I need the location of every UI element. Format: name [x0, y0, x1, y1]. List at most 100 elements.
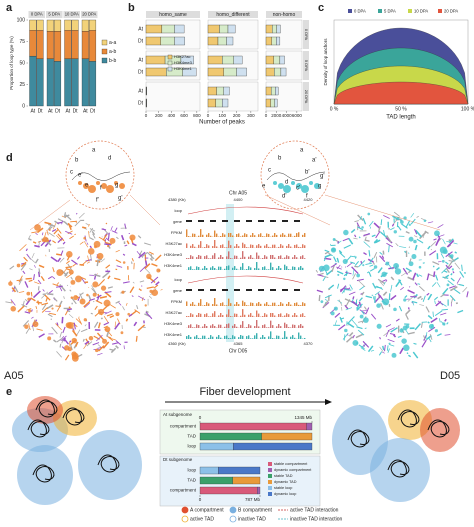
- anchor-dot: [100, 285, 107, 291]
- chromatin-segment: [350, 261, 356, 265]
- chromatin-segment: [343, 272, 349, 277]
- coord-label: 4400: [234, 197, 244, 202]
- x-tick-label: At: [65, 108, 70, 114]
- signal: [296, 244, 298, 248]
- anchor-dot: [86, 293, 89, 297]
- legend-swatch: [101, 57, 108, 64]
- chromatin-segment: [440, 253, 445, 259]
- signal: [294, 313, 296, 317]
- chromatin-segment: [83, 300, 91, 308]
- chromatin-segment: [131, 258, 134, 262]
- chromatin-segment: [94, 273, 101, 278]
- anchor-dot: [342, 258, 348, 264]
- signal: [232, 267, 234, 270]
- strip: [303, 82, 309, 111]
- chromatin-segment: [436, 266, 440, 271]
- arrow-title: Fiber development: [199, 386, 290, 398]
- key-icon: [181, 506, 189, 514]
- anchor-dot: [87, 248, 95, 255]
- anchor-dot: [104, 326, 111, 333]
- chromatin-segment: [77, 256, 81, 260]
- bar-segment: [215, 98, 223, 108]
- anchor-dot: [73, 295, 79, 301]
- chromatin-segment: [412, 272, 417, 280]
- chromatin-segment: [382, 351, 385, 354]
- signal: [240, 236, 242, 237]
- chromatin-segment: [96, 334, 103, 342]
- bar-segment: [81, 19, 89, 32]
- group-label: 5 DPA: [48, 12, 60, 17]
- coord-label: 4380 (Kb): [168, 197, 186, 202]
- chromatin-segment: [356, 222, 361, 229]
- signal: [304, 337, 306, 339]
- gene: [210, 289, 216, 291]
- chromatin-segment: [131, 295, 134, 297]
- chromatin-segment: [416, 215, 419, 218]
- chromatin-segment: [407, 294, 416, 302]
- chromatin-segment: [417, 295, 422, 300]
- track-label: H3K4me3: [164, 321, 183, 326]
- chromatin-segment: [103, 325, 108, 329]
- chromatin-segment: [150, 253, 153, 261]
- signal: [262, 257, 264, 259]
- signal: [256, 252, 258, 259]
- signal: [238, 233, 240, 237]
- bar-segment: [217, 36, 227, 46]
- signal: [298, 246, 300, 248]
- chromatin-segment: [398, 305, 403, 312]
- strip: [28, 11, 45, 18]
- strip: [146, 11, 200, 18]
- chromatin-segment: [427, 293, 433, 301]
- anchor-dot: [48, 228, 51, 231]
- row-label: TAD: [187, 434, 196, 439]
- chromatin-segment: [86, 261, 91, 264]
- signal: [204, 305, 206, 306]
- chromatin-segment: [53, 229, 59, 235]
- signal: [218, 315, 220, 317]
- bar-segment: [276, 36, 281, 46]
- chromatin-segment: [28, 238, 32, 241]
- signal: [206, 302, 208, 306]
- track-label: loop: [174, 208, 182, 213]
- chromatin-segment: [453, 242, 458, 245]
- signal: [190, 324, 192, 328]
- chromatin-segment: [10, 299, 16, 306]
- chromatin-segment: [31, 309, 33, 312]
- chromatin-segment: [324, 298, 328, 301]
- signal: [276, 268, 278, 270]
- anchor-dot: [120, 331, 124, 335]
- chromatin-loop: [427, 419, 450, 438]
- chromatin-segment: [416, 238, 423, 244]
- anchor-dot: [451, 268, 454, 271]
- chromatin-segment: [106, 313, 113, 317]
- zoom-dot: [78, 181, 82, 185]
- signal: [290, 233, 292, 237]
- legend-label: dynamic compartment: [274, 468, 312, 472]
- signal: [198, 255, 200, 259]
- chromatin-segment: [27, 235, 31, 240]
- bar-segment: [145, 55, 166, 65]
- chromatin-segment: [397, 225, 402, 231]
- signal: [204, 335, 206, 339]
- signal: [220, 313, 222, 317]
- chromatin-segment: [363, 233, 371, 237]
- anchor-dot: [352, 340, 359, 346]
- chromatin-cloud: [5, 212, 163, 362]
- signal: [282, 316, 284, 317]
- anchor-dot: [446, 283, 450, 287]
- signal: [284, 315, 286, 317]
- bar-segment: [199, 486, 258, 495]
- chromatin-segment: [413, 235, 418, 238]
- signal: [252, 315, 254, 317]
- anchor-dot: [337, 273, 340, 276]
- locus-letter: e': [78, 173, 82, 179]
- zoom-dot: [88, 185, 96, 193]
- anchor-dot: [367, 212, 371, 216]
- chromatin-segment: [146, 286, 154, 290]
- chromatin-segment: [138, 295, 146, 301]
- chromatin-segment: [364, 236, 367, 241]
- anchor-dot: [127, 312, 131, 316]
- signal: [274, 244, 276, 248]
- signal: [284, 234, 286, 237]
- chromatin-segment: [141, 251, 148, 258]
